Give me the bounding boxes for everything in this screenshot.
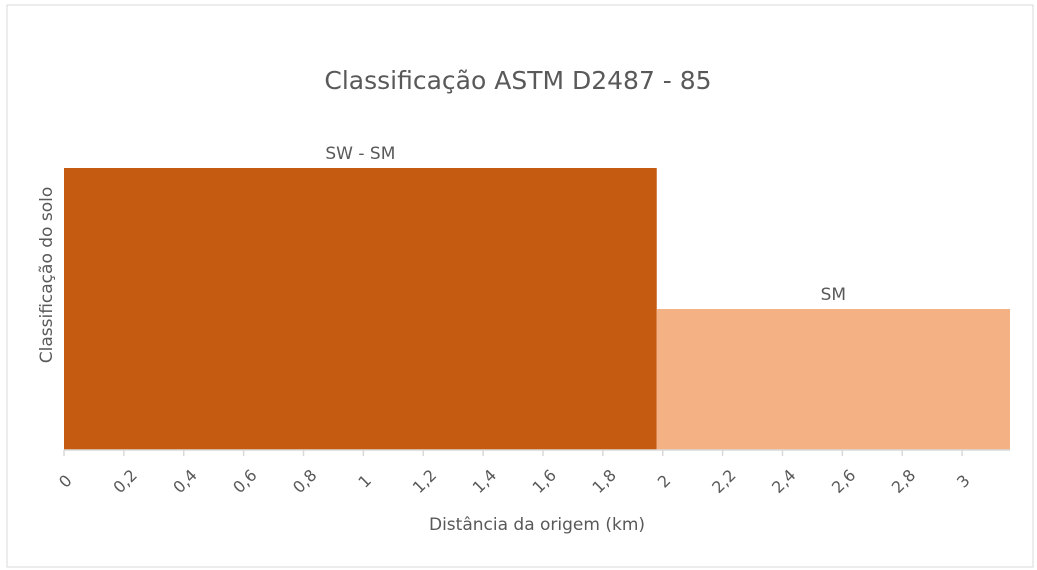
- bar-label: SM: [821, 285, 846, 305]
- bar: [64, 168, 657, 450]
- y-axis-label: Classificação do solo: [37, 187, 57, 363]
- x-axis-label: Distância da origem (km): [429, 515, 645, 535]
- bar: [656, 309, 1010, 450]
- bar-label: SW - SM: [325, 144, 395, 164]
- chart-title: Classificação ASTM D2487 - 85: [324, 66, 711, 95]
